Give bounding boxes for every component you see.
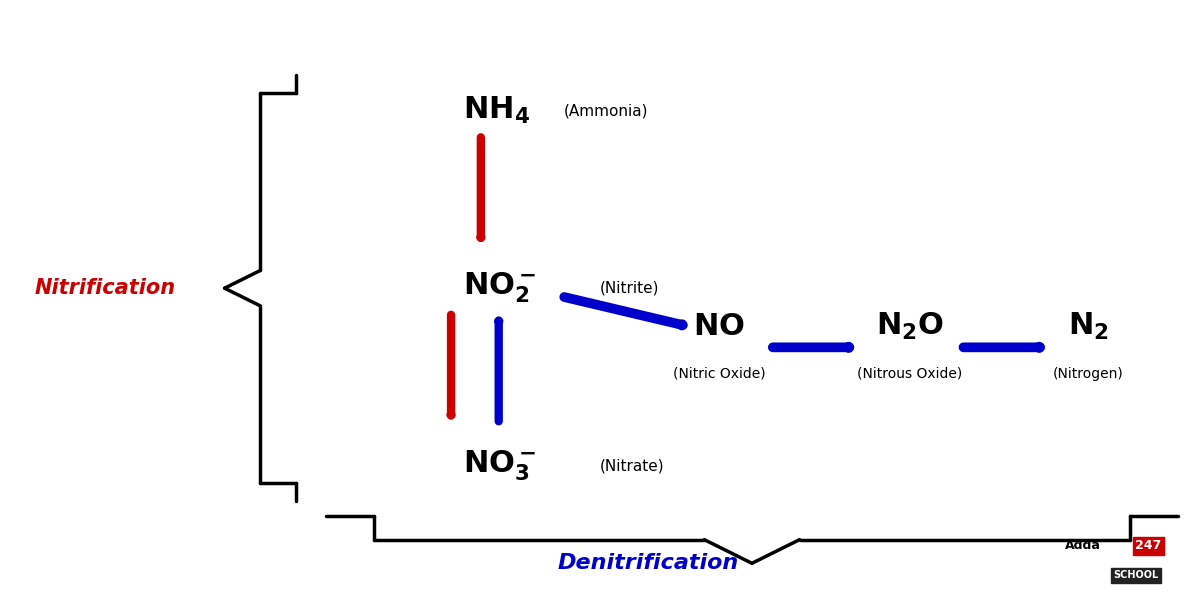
Text: Denitrification: Denitrification (557, 553, 738, 573)
Text: $\mathbf{N_2O}$: $\mathbf{N_2O}$ (876, 311, 943, 342)
Text: $\mathbf{NH_4}$: $\mathbf{NH_4}$ (463, 95, 530, 126)
Text: Adda: Adda (1064, 539, 1100, 552)
Text: $\mathbf{N_2}$: $\mathbf{N_2}$ (1068, 311, 1109, 342)
Text: (Ammonia): (Ammonia) (564, 103, 649, 118)
Text: Nitrification: Nitrification (35, 278, 176, 298)
Text: $\mathbf{NO}$: $\mathbf{NO}$ (694, 312, 745, 341)
Text: $\mathbf{NO_2^-}$: $\mathbf{NO_2^-}$ (463, 271, 536, 305)
Text: (Nitric Oxide): (Nitric Oxide) (673, 367, 766, 381)
Text: $\mathbf{NO_3^-}$: $\mathbf{NO_3^-}$ (463, 448, 536, 483)
Text: (Nitrite): (Nitrite) (600, 281, 660, 296)
Text: (Nitrate): (Nitrate) (600, 458, 665, 473)
Text: (Nitrogen): (Nitrogen) (1054, 367, 1124, 381)
Text: SCHOOL: SCHOOL (1114, 570, 1159, 580)
Text: 247: 247 (1135, 539, 1162, 552)
Text: (Nitrous Oxide): (Nitrous Oxide) (857, 367, 962, 381)
